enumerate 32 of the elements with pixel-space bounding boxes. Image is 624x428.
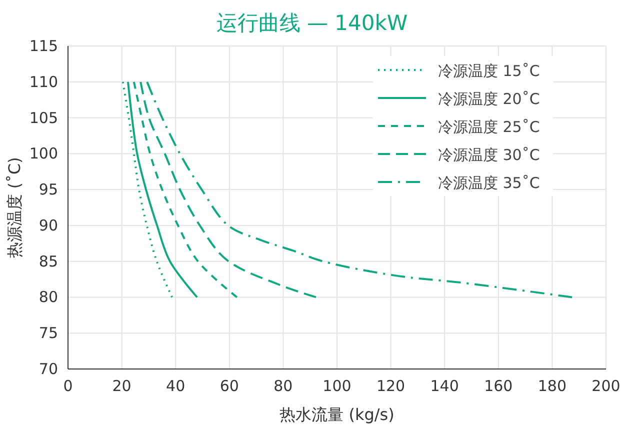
line-series <box>140 80 318 298</box>
legend-label: 冷源温度 15˚C <box>438 62 540 80</box>
legend-label: 冷源温度 25˚C <box>438 118 540 136</box>
y-tick-label: 75 <box>38 324 58 342</box>
y-tick-label: 110 <box>29 72 58 91</box>
line-series <box>132 80 238 298</box>
legend-label: 冷源温度 35˚C <box>438 174 540 192</box>
x-tick-label: 20 <box>112 377 132 395</box>
x-tick-label: 140 <box>430 377 459 395</box>
y-tick-label: 80 <box>38 288 58 306</box>
y-tick-label: 105 <box>29 108 58 127</box>
x-tick-label: 40 <box>166 377 186 395</box>
x-tick-label: 200 <box>592 377 620 395</box>
y-tick-label: 100 <box>29 144 58 163</box>
x-axis-title: 热水流量 (kg/s) <box>280 405 394 424</box>
x-tick-label: 180 <box>538 377 567 395</box>
x-tick-label: 120 <box>376 377 406 395</box>
y-tick-label: 95 <box>38 180 58 199</box>
legend-label: 冷源温度 30˚C <box>438 146 540 164</box>
x-tick-label: 160 <box>484 377 513 395</box>
legend-label: 冷源温度 20˚C <box>438 90 540 108</box>
y-tick-label: 85 <box>38 252 58 270</box>
x-tick-label: 0 <box>63 377 73 395</box>
y-tick-label: 115 <box>29 37 58 55</box>
y-tick-label: 90 <box>38 216 58 234</box>
y-axis-title: 热源温度 (˚C) <box>5 157 24 258</box>
y-tick-label: 70 <box>38 360 58 378</box>
chart-title: 运行曲线 — 140kW <box>216 11 408 35</box>
line-series <box>146 80 574 298</box>
x-tick-label: 60 <box>220 377 239 395</box>
x-tick-label: 80 <box>274 377 293 395</box>
x-tick-label: 100 <box>322 377 352 395</box>
